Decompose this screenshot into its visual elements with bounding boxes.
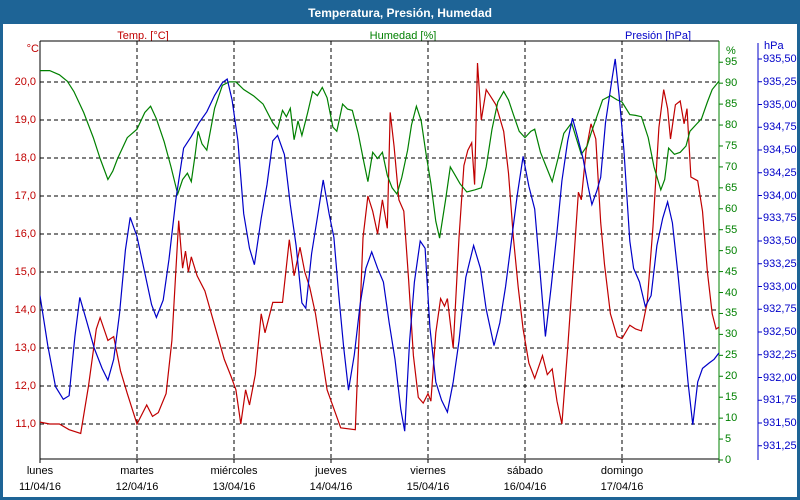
humidity-tick-label: 70: [725, 160, 738, 173]
humidity-tick-label: 55: [725, 223, 738, 236]
chart-canvas: [39, 40, 762, 463]
pressure-tick-label: 933,75: [763, 212, 797, 225]
pressure-tick-label: 933,25: [763, 257, 797, 270]
humidity-tick-label: 80: [725, 119, 738, 132]
humidity-tick-label: 5: [725, 433, 732, 446]
x-axis-day-name: sábado: [506, 465, 544, 477]
legend-temp-label: Temp. [°C]: [117, 30, 169, 42]
humidity-series-line: [40, 69, 719, 239]
temp-tick-label: 11,0: [15, 418, 36, 430]
pressure-tick-label: 934,00: [763, 189, 797, 202]
pressure-tick-label: 931,75: [763, 394, 797, 407]
temp-tick-label: 15,0: [14, 266, 36, 278]
pressure-tick-label: 934,75: [763, 121, 797, 134]
x-axis-day-date: 14/04/16: [309, 481, 353, 493]
pressure-tick-label: 935,00: [763, 98, 797, 111]
pressure-tick-label: 931,50: [763, 417, 797, 429]
humidity-tick-label: 90: [725, 77, 738, 90]
humidity-tick-label: 40: [725, 286, 738, 299]
humidity-tick-label: 10: [725, 412, 738, 425]
x-axis-day-name: martes: [120, 465, 154, 477]
humidity-tick-label: 30: [725, 328, 738, 341]
title-bar: Temperatura, Presión, Humedad: [3, 3, 797, 24]
pressure-tick-label: 934,25: [763, 166, 797, 179]
humidity-tick-label: 85: [725, 98, 738, 111]
humidity-tick-label: 45: [725, 265, 738, 278]
temp-axis-unit: °C: [26, 43, 39, 55]
humidity-tick-label: 65: [725, 181, 738, 194]
x-axis-day-date: 11/04/16: [18, 481, 61, 493]
legend-pressure-label: Presión [hPa]: [624, 30, 692, 42]
x-axis-day-name: jueves: [315, 465, 347, 477]
humidity-tick-label: 75: [725, 139, 738, 152]
pressure-tick-label: 935,50: [763, 53, 797, 65]
humidity-axis-unit: %: [726, 45, 736, 57]
humidity-tick-label: 95: [725, 56, 738, 69]
x-axis-day-name: miércoles: [210, 465, 258, 477]
pressure-series-line: [40, 58, 719, 432]
temp-tick-label: 19,0: [14, 114, 36, 126]
x-axis-day-date: 16/04/16: [503, 481, 547, 493]
humidity-tick-label: 25: [725, 349, 738, 362]
x-axis-day-date: 17/04/16: [600, 481, 644, 493]
x-axis-day-date: 13/04/16: [212, 481, 256, 493]
pressure-axis-unit: hPa: [764, 40, 784, 52]
temp-tick-label: 17,0: [14, 190, 36, 202]
pressure-tick-label: 933,50: [763, 235, 797, 247]
temp-tick-label: 20,0: [14, 76, 36, 88]
pressure-tick-label: 932,50: [763, 326, 797, 338]
temp-tick-label: 13,0: [14, 342, 36, 354]
humidity-tick-label: 60: [725, 202, 738, 215]
temp-series-line: [40, 62, 719, 435]
window-title: Temperatura, Presión, Humedad: [308, 6, 492, 20]
pressure-tick-label: 935,25: [763, 75, 797, 88]
pressure-tick-label: 931,25: [763, 439, 797, 452]
x-axis-day-name: lunes: [26, 465, 54, 477]
humidity-tick-label: 15: [725, 391, 738, 404]
temp-tick-label: 16,0: [14, 228, 36, 240]
x-axis-day-date: 12/04/16: [115, 481, 159, 493]
pressure-tick-label: 934,50: [763, 144, 797, 156]
x-axis-day-name: viernes: [410, 465, 446, 477]
temp-tick-label: 12,0: [14, 380, 36, 392]
humidity-tick-label: 50: [725, 244, 738, 257]
temp-tick-label: 14,0: [14, 304, 36, 316]
humidity-tick-label: 35: [725, 307, 738, 320]
x-axis-day-name: domingo: [600, 465, 644, 477]
pressure-tick-label: 932,75: [763, 303, 797, 316]
temp-tick-label: 18,0: [14, 152, 36, 164]
legend-humidity-label: Humedad [%]: [369, 30, 437, 42]
pressure-tick-label: 932,25: [763, 348, 797, 361]
pressure-tick-label: 933,00: [763, 280, 797, 293]
humidity-tick-label: 20: [725, 370, 738, 383]
humidity-tick-label: 0: [725, 454, 732, 466]
pressure-tick-label: 932,00: [763, 371, 797, 384]
x-axis-day-date: 15/04/16: [406, 481, 450, 493]
